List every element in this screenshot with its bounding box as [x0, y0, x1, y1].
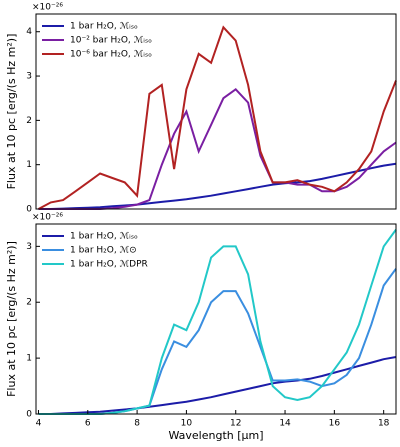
exponent-label: ×10⁻²⁶: [32, 213, 63, 223]
x-tick-label: 6: [85, 419, 91, 429]
plot-frame: [35, 13, 397, 210]
y-tick-label: 3: [26, 72, 32, 82]
y-tick-label: 2: [26, 116, 32, 126]
y-axis-label: Flux at 10 pc [erg/(s Hz m²)]: [5, 34, 18, 190]
series-line: [38, 356, 397, 415]
y-tick-label: 2: [26, 298, 32, 308]
series-line: [38, 87, 397, 210]
y-tick-label: 1: [26, 354, 32, 364]
x-axis-label: Wavelength [μm]: [168, 429, 263, 442]
legend-label: 1 bar H₂O, ℳᵢₛₒ: [70, 232, 138, 242]
x-tick-label: 10: [181, 419, 193, 429]
plot-frame: [35, 223, 397, 415]
legend-label: 1 bar H₂O, ℳ⊙: [70, 246, 137, 256]
y-tick-label: 1: [26, 160, 32, 170]
exponent-label: ×10⁻²⁶: [32, 3, 63, 13]
legend-label: 10⁻² bar H₂O, ℳᵢₛₒ: [70, 36, 152, 46]
y-tick-label: 4: [26, 27, 32, 37]
y-tick-label: 0: [26, 205, 32, 215]
x-tick-label: 14: [279, 419, 291, 429]
series-line: [38, 268, 397, 415]
series-line: [38, 25, 397, 210]
x-tick-label: 8: [134, 419, 140, 429]
x-tick-label: 16: [329, 419, 341, 429]
legend-label: 10⁻⁶ bar H₂O, ℳᵢₛₒ: [70, 50, 152, 60]
x-tick-label: 4: [36, 419, 42, 429]
x-tick-label: 12: [230, 419, 241, 429]
y-axis-label: Flux at 10 pc [erg/(s Hz m²)]: [5, 241, 18, 397]
legend-label: 1 bar H₂O, ℳDPR: [70, 260, 148, 270]
legend-label: 1 bar H₂O, ℳᵢₛₒ: [70, 22, 138, 32]
y-tick-label: 0: [26, 410, 32, 420]
series-line: [38, 162, 397, 210]
y-tick-label: 3: [26, 242, 32, 252]
x-tick-label: 18: [378, 419, 390, 429]
series-line: [38, 229, 397, 415]
